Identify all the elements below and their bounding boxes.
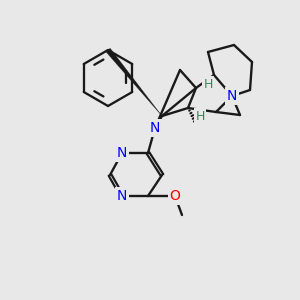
Text: N: N bbox=[117, 189, 127, 203]
Text: N: N bbox=[117, 146, 127, 160]
Text: N: N bbox=[227, 89, 237, 103]
Text: O: O bbox=[169, 189, 180, 203]
Text: N: N bbox=[150, 121, 160, 135]
Polygon shape bbox=[106, 48, 162, 116]
Text: H: H bbox=[203, 77, 213, 91]
Text: H: H bbox=[195, 110, 205, 122]
